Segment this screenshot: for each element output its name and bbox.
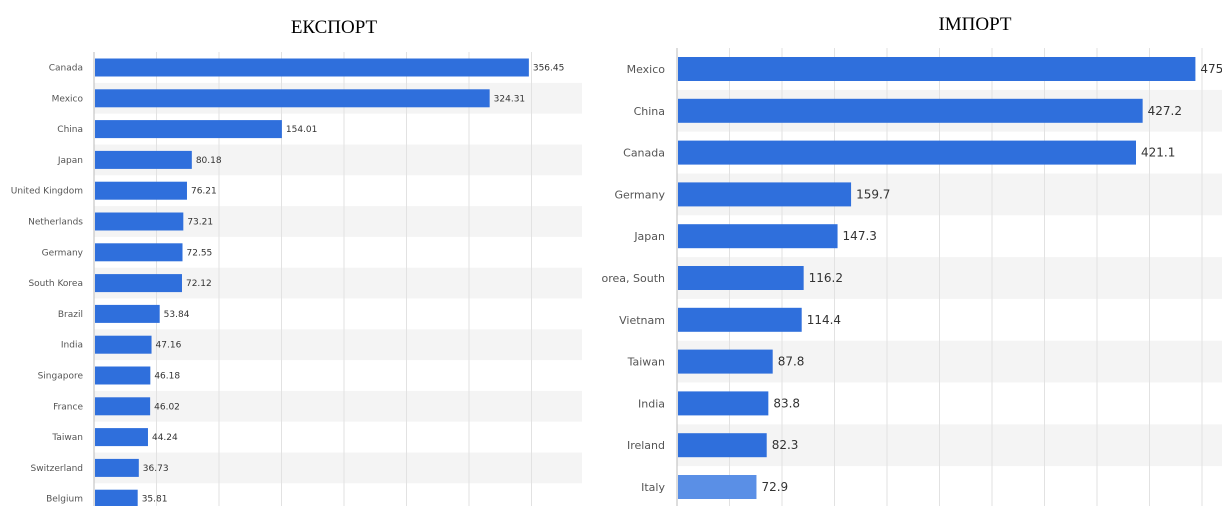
bar xyxy=(95,397,151,416)
category-label: China xyxy=(634,105,665,118)
data-label: 159.7 xyxy=(856,187,890,201)
bar xyxy=(95,120,282,139)
bar xyxy=(678,349,773,374)
category-label: Japan xyxy=(633,230,665,243)
data-label: 35.81 xyxy=(142,495,168,505)
data-label: 46.02 xyxy=(154,402,180,412)
data-label: 44.24 xyxy=(152,433,178,443)
category-label: Taiwan xyxy=(627,356,665,369)
category-label: Canada xyxy=(623,147,665,160)
bar xyxy=(95,58,529,77)
data-label: 154.01 xyxy=(286,125,318,135)
data-label: 47.16 xyxy=(156,341,182,351)
category-label: Taiwan xyxy=(51,433,83,443)
category-label: Italy xyxy=(641,481,665,494)
import-chart: Mexico 475.6 China 427.2 Canada 421.1 Germany 1… xyxy=(602,48,1222,506)
data-label: 421.1 xyxy=(1141,146,1175,160)
data-label: 76.21 xyxy=(191,187,217,197)
bar xyxy=(678,391,769,416)
category-label: India xyxy=(61,341,83,351)
category-label: Ireland xyxy=(627,439,665,452)
category-label: United Kingdom xyxy=(11,187,83,197)
row-band xyxy=(94,390,582,422)
data-label: 475.6 xyxy=(1200,62,1222,76)
bar xyxy=(95,212,184,231)
category-label: India xyxy=(638,397,665,410)
category-label: South Korea xyxy=(28,279,83,289)
data-label: 46.18 xyxy=(154,372,180,382)
category-label: Switzerland xyxy=(31,464,84,474)
bar xyxy=(678,433,767,458)
bar xyxy=(95,181,187,200)
category-label: Germany xyxy=(614,188,665,201)
row-band xyxy=(677,424,1222,467)
bar xyxy=(678,224,838,249)
data-label: 83.8 xyxy=(773,396,800,410)
bar xyxy=(678,98,1143,123)
data-label: 356.45 xyxy=(533,64,565,74)
data-label: 36.73 xyxy=(143,464,169,474)
data-label: 53.84 xyxy=(164,310,190,320)
bar xyxy=(95,274,182,293)
data-label: 147.3 xyxy=(843,229,877,243)
data-label: 80.18 xyxy=(196,156,222,166)
category-label: Mexico xyxy=(52,94,84,104)
bar xyxy=(95,458,139,477)
bar xyxy=(95,304,160,323)
bar xyxy=(95,428,148,447)
data-label: 72.9 xyxy=(761,480,788,494)
bar xyxy=(678,475,757,499)
data-label: 72.12 xyxy=(186,279,212,289)
bar xyxy=(95,150,192,169)
data-label: 116.2 xyxy=(809,271,843,285)
bar xyxy=(678,57,1196,81)
category-label: Singapore xyxy=(38,372,84,382)
export-chart: Canada 356.45 Mexico 324.31 China 154.01 Japan… xyxy=(11,52,582,506)
category-label: Netherlands xyxy=(28,218,83,228)
data-label: 324.31 xyxy=(494,94,526,104)
bar xyxy=(95,243,183,262)
bar xyxy=(95,89,490,108)
row-band xyxy=(94,329,582,361)
data-label: 72.55 xyxy=(187,248,213,258)
category-label: Belgium xyxy=(46,495,83,505)
bar xyxy=(678,307,802,332)
import-chart-title: ІМПОРТ xyxy=(938,14,1011,35)
category-label: France xyxy=(53,402,83,412)
data-label: 82.3 xyxy=(772,438,799,452)
category-label: Vietnam xyxy=(619,314,665,327)
category-label: orea, South xyxy=(602,272,666,285)
bar xyxy=(678,140,1136,165)
export-chart-title: ЕКСПОРТ xyxy=(291,17,378,38)
data-label: 114.4 xyxy=(807,313,841,327)
data-label: 87.8 xyxy=(778,355,805,369)
bar xyxy=(95,335,152,354)
category-label: Germany xyxy=(42,248,84,258)
bar xyxy=(95,366,151,385)
data-label: 427.2 xyxy=(1148,104,1182,118)
row-band xyxy=(94,452,582,484)
data-label: 73.21 xyxy=(187,218,213,228)
category-label: China xyxy=(57,125,83,135)
bar xyxy=(95,489,138,506)
category-label: Canada xyxy=(49,64,83,74)
bar xyxy=(678,182,852,207)
bar xyxy=(678,266,804,290)
category-label: Brazil xyxy=(58,310,83,320)
category-label: Mexico xyxy=(627,63,666,76)
category-label: Japan xyxy=(57,156,83,166)
